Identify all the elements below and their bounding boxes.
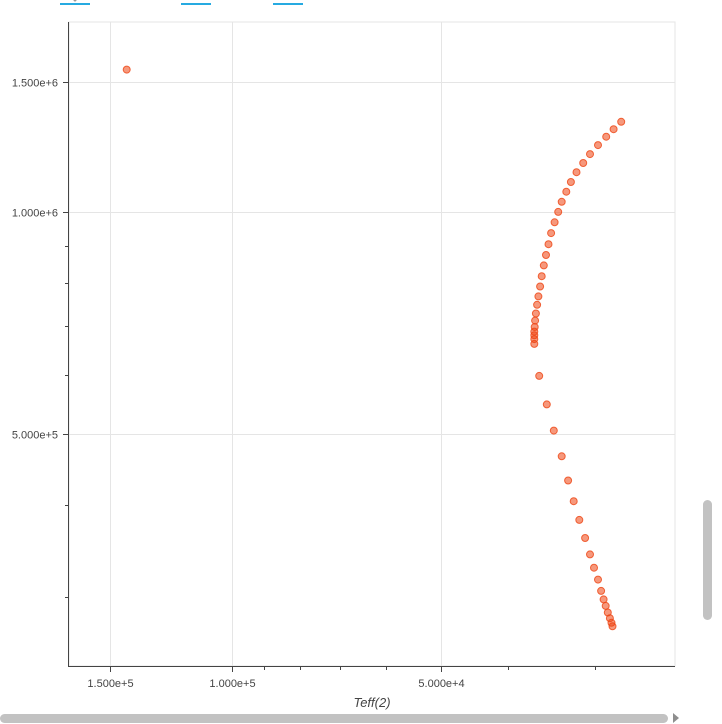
data-point[interactable] <box>533 300 542 309</box>
data-point[interactable] <box>557 452 566 461</box>
data-point[interactable] <box>544 240 553 249</box>
data-point[interactable] <box>531 309 540 318</box>
data-point[interactable] <box>550 218 559 227</box>
data-point[interactable] <box>542 251 550 259</box>
data-point[interactable] <box>599 595 608 604</box>
data-point[interactable] <box>542 400 551 409</box>
data-point[interactable] <box>557 197 566 206</box>
plot-toolbar <box>0 0 722 14</box>
hover-tool-button[interactable] <box>181 0 211 12</box>
scroll-right-arrow-icon[interactable] <box>673 713 679 723</box>
data-point[interactable] <box>602 132 611 141</box>
data-point[interactable] <box>122 65 131 74</box>
data-point[interactable] <box>539 261 548 270</box>
data-point[interactable] <box>547 229 556 238</box>
data-point[interactable] <box>594 141 602 150</box>
data-point[interactable] <box>562 187 571 196</box>
data-point[interactable] <box>530 339 539 348</box>
data-point[interactable] <box>537 272 546 281</box>
horizontal-scrollbar[interactable] <box>0 714 668 723</box>
data-point[interactable] <box>564 476 573 485</box>
data-point[interactable] <box>536 282 545 291</box>
plot-frame <box>68 21 676 667</box>
x-tick-label: 5.000e+4 <box>418 678 464 690</box>
data-point[interactable] <box>569 497 578 506</box>
x-tick-label: 1.500e+5 <box>87 678 133 690</box>
data-point[interactable] <box>534 292 543 301</box>
data-point[interactable] <box>617 117 626 126</box>
data-point[interactable] <box>597 586 606 595</box>
data-point[interactable] <box>590 563 598 572</box>
crosshair-tool-button[interactable] <box>273 0 303 12</box>
y-tick-label: 1.500e+6 <box>12 78 58 90</box>
data-point[interactable] <box>609 125 618 134</box>
data-point[interactable] <box>601 601 610 610</box>
vertical-scrollbar[interactable] <box>703 500 712 620</box>
x-axis-title: Teff(2) <box>353 695 390 710</box>
data-point[interactable] <box>579 159 588 167</box>
data-point[interactable] <box>586 150 594 159</box>
data-points[interactable] <box>122 65 626 631</box>
data-point[interactable] <box>535 371 544 380</box>
data-point[interactable] <box>549 426 558 435</box>
grid-lines <box>69 22 675 666</box>
tick-labels: 1.500e+5 1.000e+5 5.000e+4 1.500e+6 1.000e+6… <box>12 78 465 691</box>
y-tick-label: 1.000e+6 <box>12 208 58 220</box>
axes <box>68 22 675 667</box>
y-tick-label: 5.000e+5 <box>12 430 58 442</box>
data-point[interactable] <box>581 534 590 542</box>
x-tick-label: 1.000e+5 <box>209 678 255 690</box>
major-ticks <box>63 82 442 672</box>
data-point[interactable] <box>575 515 584 524</box>
pan-icon <box>73 0 77 2</box>
data-point[interactable] <box>554 207 563 216</box>
data-point[interactable] <box>608 622 617 631</box>
data-point[interactable] <box>594 575 602 584</box>
data-point[interactable] <box>572 168 581 177</box>
pan-tool-button[interactable] <box>60 0 90 12</box>
data-point[interactable] <box>586 550 594 559</box>
data-point[interactable] <box>566 178 575 186</box>
